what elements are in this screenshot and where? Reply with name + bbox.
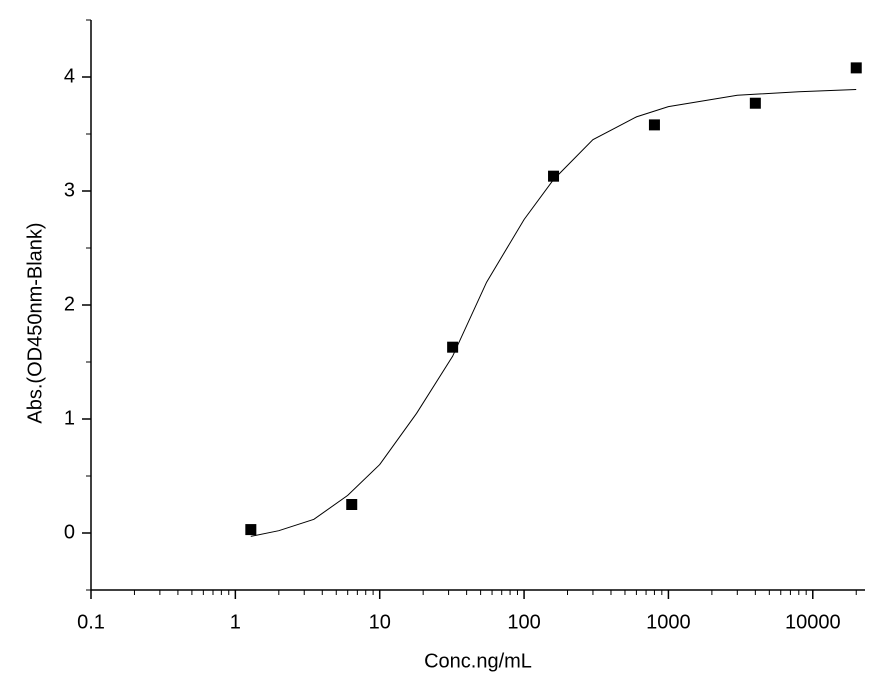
data-point <box>245 524 257 536</box>
x-tick-label: 1 <box>230 611 241 633</box>
fit-curve <box>250 89 857 537</box>
y-tick-label: 3 <box>64 179 75 201</box>
x-tick-label: 0.1 <box>77 611 105 633</box>
data-point <box>749 97 761 109</box>
x-tick-label: 1000 <box>646 611 691 633</box>
y-axis-label: Abs.(OD450nm-Blank) <box>24 222 46 423</box>
y-tick-label: 4 <box>64 65 75 87</box>
x-axis-label: Conc.ng/mL <box>424 650 532 672</box>
y-tick-label: 0 <box>64 521 75 543</box>
data-point <box>648 119 660 131</box>
data-point <box>346 499 358 510</box>
y-tick-label: 2 <box>64 293 75 315</box>
x-tick-label: 10 <box>369 611 391 633</box>
y-tick-label: 1 <box>64 407 75 429</box>
data-point <box>850 62 862 74</box>
x-tick-label: 10000 <box>785 611 841 633</box>
data-point <box>548 170 560 182</box>
x-tick-label: 100 <box>507 611 540 633</box>
data-point <box>447 341 459 353</box>
